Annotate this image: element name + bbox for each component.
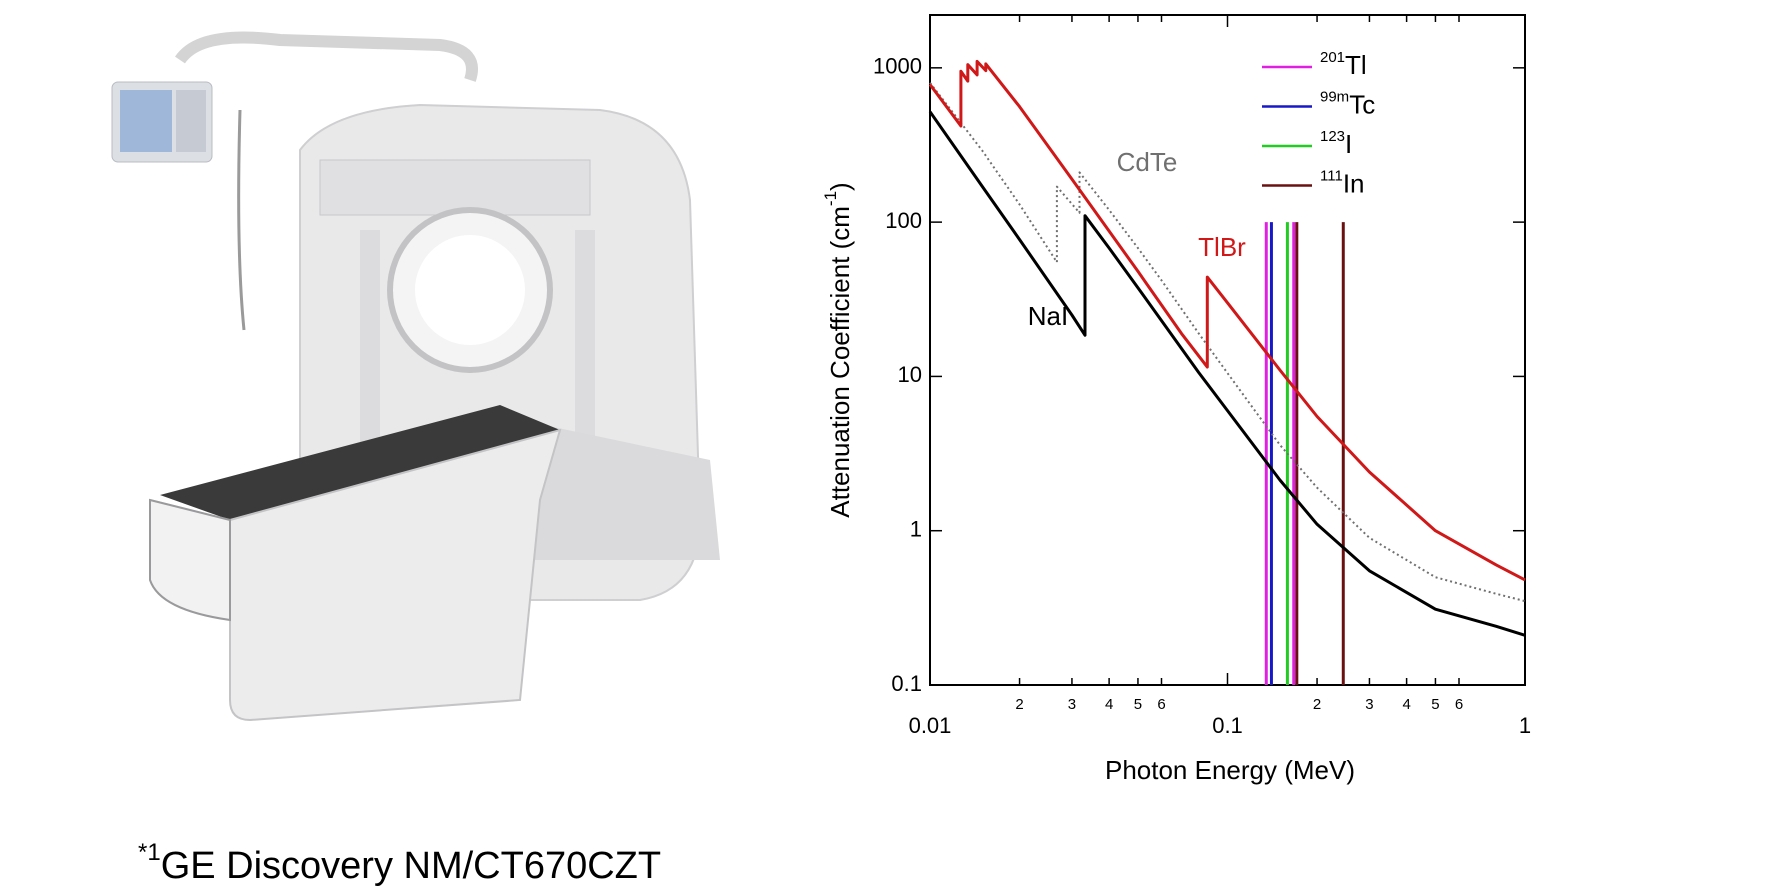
x-tick-label: 3: [1068, 696, 1076, 713]
y-tick-label: 100: [885, 208, 922, 233]
scanner-photo: [112, 38, 720, 721]
x-tick-label: 1: [1519, 713, 1531, 738]
y-axis-label-text: Attenuation Coefficient (cm: [825, 206, 855, 518]
legend-symbol: Tc: [1349, 89, 1375, 119]
legend-entry: 111In: [1320, 167, 1365, 198]
curve: [930, 61, 1525, 580]
y-tick-label: 1: [910, 517, 922, 542]
x-tick-label: 0.01: [909, 713, 952, 738]
curve-label: CdTe: [1117, 147, 1178, 177]
x-axis-label: Photon Energy (MeV): [1105, 755, 1355, 785]
x-tick-label: 5: [1134, 696, 1142, 713]
legend-mass: 111: [1320, 167, 1343, 184]
legend-mass: 201: [1320, 49, 1345, 66]
x-tick-label: 4: [1105, 696, 1113, 713]
y-axis-label: Attenuation Coefficient (cm-1): [821, 182, 854, 517]
curve: [930, 83, 1525, 601]
legend-entry: 99mTc: [1320, 88, 1375, 119]
plot-frame: [930, 15, 1525, 685]
x-tick-label: 3: [1365, 696, 1373, 713]
y-tick-label: 10: [898, 362, 922, 387]
legend-symbol: In: [1343, 168, 1365, 198]
curve-label: NaI: [1028, 301, 1068, 331]
page: *1GE Discovery NM/CT670CZT Photon Energy…: [0, 0, 1769, 891]
legend-mass: 99m: [1320, 88, 1349, 105]
legend-symbol: I: [1345, 129, 1352, 159]
x-tick-label: 4: [1402, 696, 1410, 713]
legend-mass: 123: [1320, 128, 1345, 145]
caption-mark: *1: [138, 839, 161, 866]
chart: Photon Energy (MeV) Attenuation Coeffici…: [821, 15, 1531, 785]
x-tick-label: 6: [1157, 696, 1165, 713]
figure: *1GE Discovery NM/CT670CZT Photon Energy…: [0, 0, 1769, 891]
curve-label: TlBr: [1198, 232, 1246, 262]
y-axis-label-sup: -1: [821, 191, 840, 206]
x-tick-label: 6: [1455, 696, 1463, 713]
legend-symbol: Tl: [1345, 50, 1367, 80]
x-tick-label: 0.1: [1212, 713, 1243, 738]
x-tick-label: 2: [1015, 696, 1023, 713]
y-tick-label: 1000: [873, 54, 922, 79]
legend-entry: 123I: [1320, 128, 1352, 159]
caption: *1GE Discovery NM/CT670CZT: [138, 839, 661, 887]
y-axis-label-end: ): [825, 182, 855, 191]
y-tick-label: 0.1: [891, 671, 922, 696]
caption-text: GE Discovery NM/CT670CZT: [161, 845, 661, 887]
legend-entry: 201Tl: [1320, 49, 1367, 80]
x-tick-label: 2: [1313, 696, 1321, 713]
x-tick-label: 5: [1431, 696, 1439, 713]
